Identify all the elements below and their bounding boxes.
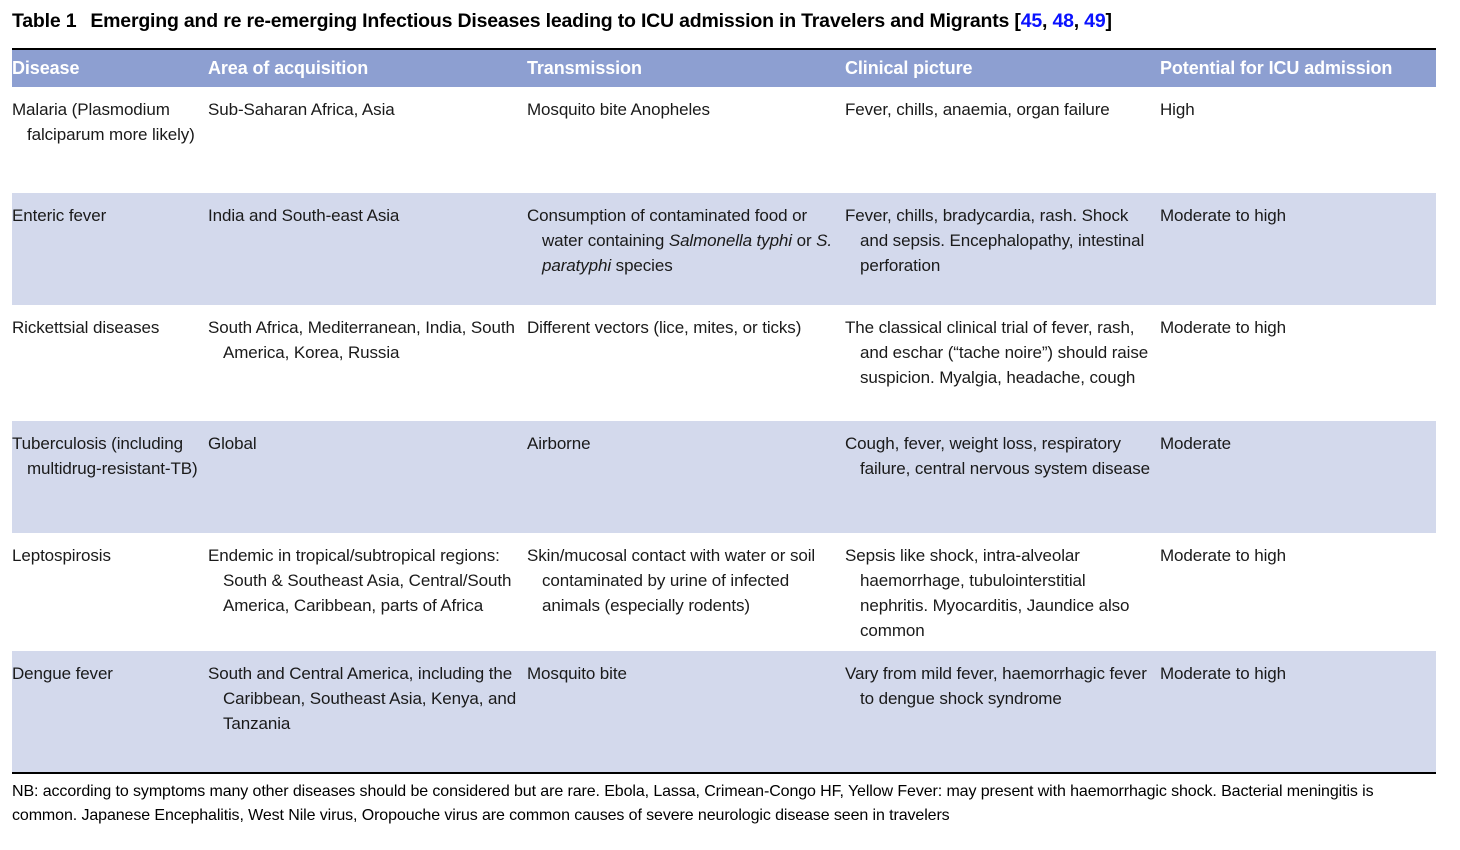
cell-icu: Moderate (1160, 421, 1436, 533)
citation-bracket-open: [ (1014, 10, 1021, 32)
disease-text: Rickettsial diseases (12, 318, 160, 337)
icu-text: Moderate to high (1160, 206, 1286, 225)
cell-area: India and South-east Asia (208, 193, 527, 305)
cell-clinical: Vary from mild fever, haemorrhagic fever… (845, 651, 1160, 773)
area-text: Sub-Saharan Africa, Asia (208, 100, 395, 119)
area-text: Global (208, 434, 257, 453)
table-header: Disease Area of acquisition Transmission… (12, 49, 1436, 87)
col-header-area: Area of acquisition (208, 49, 527, 87)
cell-area: Endemic in tropical/subtropical regions:… (208, 533, 527, 651)
citation-link-45[interactable]: 45 (1020, 10, 1042, 32)
col-header-icu: Potential for ICU admission (1160, 49, 1436, 87)
cell-icu: Moderate to high (1160, 533, 1436, 651)
cell-transmission: Different vectors (lice, mites, or ticks… (527, 305, 845, 421)
area-text: India and South-east Asia (208, 206, 400, 225)
col-header-clinical-label: Clinical picture (845, 58, 973, 78)
cell-icu: Moderate to high (1160, 651, 1436, 773)
table-row-malaria: Malaria (Plasmodium falciparum more like… (12, 87, 1436, 193)
cell-disease: Enteric fever (12, 193, 208, 305)
clinical-text: Fever, chills, bradycardia, rash. Shock … (845, 206, 1145, 275)
table-row-rickettsial: Rickettsial diseases South Africa, Medit… (12, 305, 1436, 421)
cell-area: Sub-Saharan Africa, Asia (208, 87, 527, 193)
area-text: Endemic in tropical/subtropical regions:… (208, 546, 512, 615)
cell-disease: Leptospirosis (12, 533, 208, 651)
citation-separator: , (1073, 10, 1085, 32)
page: Table 1 Emerging and re re-emerging Infec… (12, 8, 1436, 824)
icu-text: Moderate to high (1160, 318, 1286, 337)
transmission-text: Skin/mucosal contact with water or soil … (527, 546, 816, 615)
icu-text: Moderate to high (1160, 546, 1286, 565)
col-header-clinical: Clinical picture (845, 49, 1160, 87)
col-header-disease-label: Disease (12, 58, 80, 78)
cell-area: South and Central America, including the… (208, 651, 527, 773)
disease-text: Malaria (Plasmodium falciparum more like… (12, 100, 195, 144)
cell-disease: Malaria (Plasmodium falciparum more like… (12, 87, 208, 193)
table-number: Table 1 (12, 10, 77, 32)
cell-disease: Dengue fever (12, 651, 208, 773)
clinical-text: Fever, chills, anaemia, organ failure (845, 100, 1110, 119)
table-row-tuberculosis: Tuberculosis (including multidrug-resist… (12, 421, 1436, 533)
cell-clinical: Sepsis like shock, intra-alveolar haemor… (845, 533, 1160, 651)
cell-icu: Moderate to high (1160, 193, 1436, 305)
table-row-enteric-fever: Enteric fever India and South-east Asia … (12, 193, 1436, 305)
table-title-text: Emerging and re re-emerging Infectious D… (90, 10, 1010, 32)
cell-disease: Rickettsial diseases (12, 305, 208, 421)
cell-clinical: Fever, chills, anaemia, organ failure (845, 87, 1160, 193)
col-header-transmission-label: Transmission (527, 58, 642, 78)
transmission-text: Different vectors (lice, mites, or ticks… (527, 318, 802, 337)
citation-bracket-close: ] (1105, 10, 1112, 32)
col-header-transmission: Transmission (527, 49, 845, 87)
col-header-disease: Disease (12, 49, 208, 87)
cell-area: South Africa, Mediterranean, India, Sout… (208, 305, 527, 421)
cell-transmission: Skin/mucosal contact with water or soil … (527, 533, 845, 651)
cell-icu: Moderate to high (1160, 305, 1436, 421)
table-row-dengue: Dengue fever South and Central America, … (12, 651, 1436, 773)
cell-transmission: Mosquito bite Anopheles (527, 87, 845, 193)
clinical-text: The classical clinical trial of fever, r… (845, 318, 1149, 387)
cell-transmission: Mosquito bite (527, 651, 845, 773)
disease-text: Dengue fever (12, 664, 113, 683)
icu-text: High (1160, 100, 1195, 119)
col-header-icu-label: Potential for ICU admission (1160, 58, 1393, 78)
disease-text: Leptospirosis (12, 546, 111, 565)
transmission-text: Consumption of contaminated food or wate… (527, 206, 833, 275)
citation-link-49[interactable]: 49 (1084, 10, 1106, 32)
area-text: South and Central America, including the… (208, 664, 517, 733)
table-body: Malaria (Plasmodium falciparum more like… (12, 87, 1436, 773)
disease-text: Enteric fever (12, 206, 107, 225)
icu-text: Moderate (1160, 434, 1232, 453)
citation-link-48[interactable]: 48 (1052, 10, 1074, 32)
col-header-area-label: Area of acquisition (208, 58, 369, 78)
table-title: Table 1 Emerging and re re-emerging Infec… (12, 8, 1436, 34)
cell-icu: High (1160, 87, 1436, 193)
transmission-text: Mosquito bite Anopheles (527, 100, 710, 119)
clinical-text: Cough, fever, weight loss, respiratory f… (845, 434, 1150, 478)
cell-clinical: The classical clinical trial of fever, r… (845, 305, 1160, 421)
clinical-text: Vary from mild fever, haemorrhagic fever… (845, 664, 1147, 708)
disease-text: Tuberculosis (including multidrug-resist… (12, 434, 198, 478)
clinical-text: Sepsis like shock, intra-alveolar haemor… (845, 546, 1130, 640)
cell-transmission: Consumption of contaminated food or wate… (527, 193, 845, 305)
cell-transmission: Airborne (527, 421, 845, 533)
cell-area: Global (208, 421, 527, 533)
cell-disease: Tuberculosis (including multidrug-resist… (12, 421, 208, 533)
citation-separator: , (1042, 10, 1053, 32)
table-row-leptospirosis: Leptospirosis Endemic in tropical/subtro… (12, 533, 1436, 651)
infectious-diseases-table: Disease Area of acquisition Transmission… (12, 48, 1436, 774)
transmission-text: Mosquito bite (527, 664, 627, 683)
transmission-text: Airborne (527, 434, 591, 453)
header-row: Disease Area of acquisition Transmission… (12, 49, 1436, 87)
table-footnote: NB: according to symptoms many other dis… (12, 783, 1374, 824)
icu-text: Moderate to high (1160, 664, 1286, 683)
area-text: South Africa, Mediterranean, India, Sout… (208, 318, 515, 362)
cell-clinical: Fever, chills, bradycardia, rash. Shock … (845, 193, 1160, 305)
cell-clinical: Cough, fever, weight loss, respiratory f… (845, 421, 1160, 533)
